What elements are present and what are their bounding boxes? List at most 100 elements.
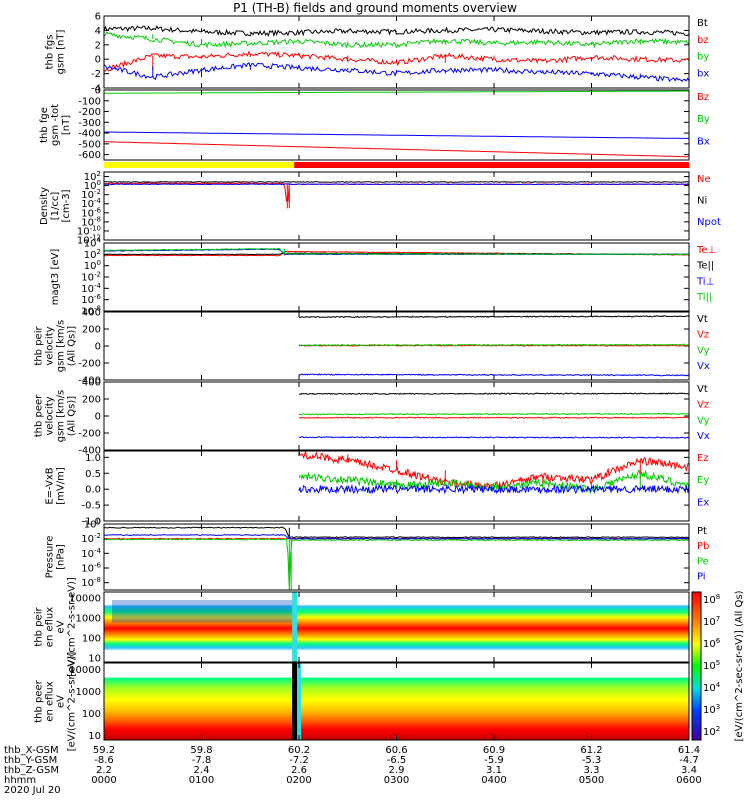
ytick-label: 104 — [84, 237, 102, 250]
series-line-Vt — [298, 392, 690, 395]
colorbar-tick-label: 104 — [703, 681, 721, 694]
ytick-label: 10-2 — [81, 532, 101, 545]
legend-entry-Vz: Vz — [697, 400, 709, 411]
ytick-label: -400 — [78, 129, 101, 140]
ytick-label: 10 — [88, 731, 101, 742]
legend-entry-Vt: Vt — [697, 314, 708, 325]
orbit-value: -5.3 — [582, 755, 602, 766]
series-line-bx — [103, 61, 690, 83]
legend-entry-bx: bx — [697, 68, 709, 79]
ytick-label: 100 — [84, 259, 101, 272]
series-line-Ne — [103, 182, 690, 209]
ytick-label: -1.0 — [81, 517, 101, 528]
panel-peer_v: thb peervelocitygsm [km/s(All Qs)] 400 200… — [34, 378, 710, 457]
ytick-label: 4 — [95, 26, 101, 37]
series-line-Vx — [298, 436, 690, 439]
ytick-label: 0 — [95, 412, 101, 423]
ytick-label: 10-4 — [81, 547, 101, 560]
legend-entry-Bt: Bt — [697, 18, 708, 29]
ytick-label: -100 — [78, 96, 101, 107]
panel-peir_v: thb peirvelocitygsm [km/s(All Qs)] 400 200… — [34, 308, 710, 387]
legend-entry-Pt: Pt — [697, 526, 707, 537]
legend-entry-Ti||: Ti|| — [696, 292, 712, 303]
ytick-label: 10-8 — [81, 305, 101, 318]
ytick-label: -200 — [78, 429, 101, 440]
series-line-Ni — [103, 181, 690, 183]
ytick-label: 0.5 — [85, 469, 101, 480]
ytick-label: -300 — [78, 118, 101, 129]
panel-ylabel: thb fgsgsm [nT] — [45, 30, 67, 75]
series-line-Bz — [104, 141, 690, 158]
legend-entry-Pe: Pe — [697, 556, 709, 567]
legend-entry-Vt: Vt — [697, 384, 708, 395]
orbit-value: 0000 — [91, 775, 116, 786]
orbit-value: 2.9 — [389, 765, 405, 776]
colorbar-tick-label: 106 — [703, 637, 721, 650]
ytick-label: -500 — [78, 139, 101, 150]
mode-bar-slow — [104, 162, 295, 168]
orbit-value: 0400 — [481, 775, 506, 786]
ytick-label: 10-6 — [81, 206, 101, 219]
ytick-label: -2 — [91, 69, 101, 80]
orbit-value: 0600 — [676, 775, 701, 786]
ytick-label: 200 — [82, 325, 101, 336]
ytick-label: 10-2 — [81, 271, 101, 284]
series-line-Npot — [103, 183, 690, 186]
orbit-row-name: thb_Y-GSM — [4, 755, 57, 766]
orbit-value: -6.5 — [387, 755, 407, 766]
panel-ylabel: Density[1/cc][cm-3] — [39, 187, 72, 225]
colorbar-tick-label: 108 — [703, 593, 720, 606]
plot-title: P1 (TH-B) fields and ground moments over… — [233, 1, 517, 15]
ytick-label: 10-8 — [81, 576, 101, 589]
orbit-value: 2.2 — [96, 765, 112, 776]
panel-ylabel: thb peervelocitygsm [km/s(All Qs)] — [34, 390, 78, 443]
orbit-value: 60.6 — [385, 745, 407, 756]
ytick-label: 10-12 — [77, 234, 101, 247]
series-line-bz — [103, 50, 690, 72]
spectrogram-fill — [104, 592, 689, 662]
legend-entry-Bz: Bz — [697, 92, 709, 103]
orbit-value: 3.3 — [584, 765, 600, 776]
ytick-label: 100 — [84, 518, 101, 531]
spectrogram-fill — [104, 663, 689, 740]
spectrogram-gap — [292, 663, 298, 740]
legend-entry-bz: bz — [697, 35, 709, 46]
legend-entry-Ni: Ni — [697, 195, 707, 206]
legend-entry-Bx: Bx — [697, 136, 710, 147]
colorbar-tick-label: 102 — [703, 725, 720, 738]
orbit-value: 0300 — [384, 775, 409, 786]
colorbar-tick-label: 107 — [703, 615, 720, 628]
ytick-label: -400 — [78, 446, 101, 457]
panel-ylabel: thb peirvelocitygsm [km/s(All Qs)] — [34, 320, 78, 373]
orbit-value: -4.7 — [679, 755, 699, 766]
ytick-label: 0 — [95, 55, 101, 66]
orbit-value: 3.1 — [486, 765, 502, 776]
series-line-Ex — [298, 483, 690, 495]
ytick-label: -200 — [78, 359, 101, 370]
legend-entry-Te⊥: Te⊥ — [696, 245, 716, 256]
orbit-value: -7.2 — [289, 755, 309, 766]
ytick-label: 10-10 — [77, 224, 101, 237]
legend-entry-Ez: Ez — [697, 453, 709, 464]
series-line-Vy — [298, 343, 690, 347]
ytick-label: 1000 — [76, 614, 101, 625]
ytick-label: 10000 — [69, 665, 101, 676]
ytick-label: 1.0 — [85, 453, 101, 464]
legend-entry-Te||: Te|| — [696, 261, 714, 272]
colorbar: 108 107 106 105 104 103 102 [eV/(cm^2-sec-sr-eV… — [691, 590, 745, 741]
ytick-label: 100 — [84, 179, 101, 192]
orbit-value: -7.8 — [192, 755, 212, 766]
panel-peer_spec: thb peeren efluxeV[eV/(cm^2-s-sr-eV)]100… — [34, 652, 690, 751]
orbit-value: 0200 — [286, 775, 311, 786]
ytick-label: 200 — [82, 395, 101, 406]
legend-entry-Ti⊥: Ti⊥ — [696, 276, 714, 287]
legend-entry-Ne: Ne — [697, 174, 711, 185]
orbit-value: -8.6 — [94, 755, 114, 766]
panel-frame — [103, 15, 690, 89]
orbit-value: 0100 — [189, 775, 214, 786]
ytick-label: -400 — [78, 376, 101, 387]
orbit-value: 2.4 — [194, 765, 210, 776]
mode-bar-fast — [294, 162, 689, 168]
